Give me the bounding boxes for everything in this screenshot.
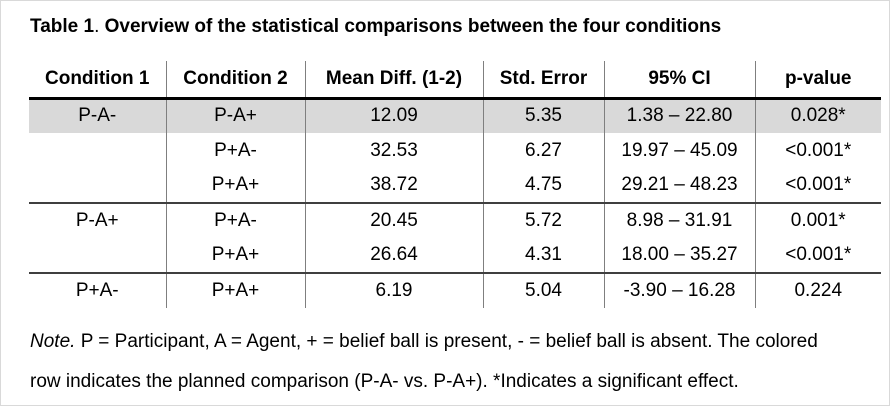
table-row: P+A- 32.53 6.27 19.97 – 45.09 <0.001* [29, 133, 881, 168]
table-cell: 6.19 [305, 272, 484, 308]
column-header-pvalue: p-value [755, 61, 881, 100]
table-cell: -3.90 – 16.28 [604, 272, 756, 308]
table-cell: P-A+ [29, 202, 167, 238]
table-row: P+A+ 38.72 4.75 29.21 – 48.23 <0.001* [29, 168, 881, 203]
table-cell: 1.38 – 22.80 [604, 98, 756, 133]
comparisons-table: Condition 1 Condition 2 Mean Diff. (1-2)… [29, 61, 881, 308]
note-text-line1: P = Participant, A = Agent, + = belief b… [75, 331, 818, 352]
table-cell: 5.04 [483, 272, 605, 308]
table-title-text: Overview of the statistical comparisons … [104, 16, 722, 37]
table-row: P-A+ P+A- 20.45 5.72 8.98 – 31.91 0.001* [29, 202, 881, 238]
table-title-separator: . [94, 16, 105, 37]
column-header-95ci: 95% CI [604, 61, 756, 100]
table-row: P+A+ 26.64 4.31 18.00 – 35.27 <0.001* [29, 238, 881, 273]
table-cell: 20.45 [305, 202, 484, 238]
table-cell: 0.028* [755, 98, 881, 133]
table-cell: 0.224 [755, 272, 881, 308]
table-cell: 4.31 [483, 238, 605, 273]
table-cell: P+A- [166, 202, 306, 238]
table-cell: P+A- [166, 133, 306, 168]
table-note-line2: row indicates the planned comparison (P-… [30, 362, 859, 402]
table-note-line1: Note. P = Participant, A = Agent, + = be… [30, 322, 859, 362]
table-cell: <0.001* [785, 244, 852, 265]
table-cell: P-A+ [166, 98, 306, 133]
table-cell: 4.75 [483, 168, 605, 203]
table-cell: P+A+ [166, 168, 306, 203]
table-cell: <0.001* [785, 139, 852, 161]
note-label: Note. [30, 331, 76, 352]
table-cell: P+A+ [166, 272, 306, 308]
table-cell: 0.001* [755, 202, 881, 238]
header-row: Condition 1 Condition 2 Mean Diff. (1-2)… [29, 61, 881, 100]
column-header-condition2: Condition 2 [166, 61, 306, 100]
table-cell: 32.53 [305, 133, 484, 168]
table-row: P+A- P+A+ 6.19 5.04 -3.90 – 16.28 0.224 [29, 272, 881, 308]
table-cell [29, 168, 167, 203]
table-cell: 6.27 [483, 133, 605, 168]
table-cell: 8.98 – 31.91 [604, 202, 756, 238]
table-cell: 26.64 [305, 238, 484, 273]
table-title-number: Table 1 [30, 16, 95, 37]
table-note: Note. P = Participant, A = Agent, + = be… [30, 322, 859, 402]
table-cell: 29.21 – 48.23 [604, 168, 756, 203]
table-cell: P+A- [29, 272, 167, 308]
table-cell: 18.00 – 35.27 [604, 238, 756, 273]
table-cell: 5.35 [483, 98, 605, 133]
table-cell: P+A+ [166, 238, 306, 273]
table-cell [29, 238, 167, 273]
column-header-std-error: Std. Error [483, 61, 605, 100]
table-cell: <0.001* [785, 174, 852, 195]
column-header-mean-diff: Mean Diff. (1-2) [305, 61, 484, 100]
comparisons-table-wrapper: Condition 1 Condition 2 Mean Diff. (1-2)… [29, 61, 889, 308]
table-cell: 12.09 [305, 98, 484, 133]
table-cell: 38.72 [305, 168, 484, 203]
column-header-condition1: Condition 1 [29, 61, 167, 100]
table-cell: 5.72 [483, 202, 605, 238]
table-cell: 19.97 – 45.09 [604, 133, 756, 168]
table-row-highlighted: P-A- P-A+ 12.09 5.35 1.38 – 22.80 0.028* [29, 98, 881, 133]
table-title: Table 1. Overview of the statistical com… [30, 13, 859, 40]
table-cell: P-A- [29, 98, 167, 133]
table-cell [29, 133, 167, 168]
note-text-line2: row indicates the planned comparison (P-… [30, 371, 739, 392]
